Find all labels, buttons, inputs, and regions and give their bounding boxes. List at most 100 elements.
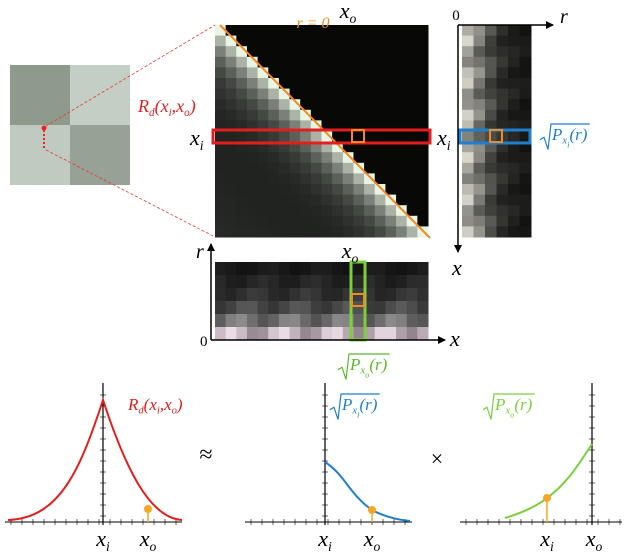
panel-cell: [407, 314, 418, 328]
matrix-cell: [322, 89, 333, 100]
matrix-cell: [311, 131, 322, 142]
matrix-cell: [385, 152, 396, 163]
panel-cell: [508, 184, 520, 195]
panel-cell: [474, 46, 486, 57]
matrix-cell: [300, 216, 311, 227]
panel-cell: [474, 67, 486, 78]
panel-cell: [520, 89, 532, 100]
panel-cell: [462, 173, 474, 184]
matrix-cell: [417, 36, 428, 47]
panel-cell: [485, 57, 497, 68]
panel-cell: [236, 327, 247, 341]
matrix-cell: [364, 195, 375, 206]
matrix-cell: [236, 25, 247, 36]
panel-cell: [226, 275, 237, 289]
panel-cell: [258, 275, 269, 289]
panel-cell: [258, 301, 269, 315]
panel-cell: [268, 314, 279, 328]
panel-cell: [497, 110, 509, 121]
matrix-cell: [247, 89, 258, 100]
formula-part: x: [95, 526, 106, 551]
panel-cell: [215, 301, 226, 315]
panel-cell: [474, 216, 486, 227]
panel-cell: [290, 301, 301, 315]
matrix-cell: [226, 67, 237, 78]
panel-cell: [497, 25, 509, 36]
matrix-cell: [247, 226, 258, 237]
matrix-cell: [215, 216, 226, 227]
formula: Pxi(r): [341, 395, 378, 419]
panel-cell: [300, 262, 311, 276]
panel-cell: [375, 275, 386, 289]
matrix-cell: [353, 89, 364, 100]
matrix-cell: [375, 25, 386, 36]
panel-cell: [520, 78, 532, 89]
matrix-cell: [268, 46, 279, 57]
panel-cell: [462, 25, 474, 36]
matrix-cell: [247, 25, 258, 36]
panel-cell: [520, 67, 532, 78]
panel-cell: [520, 184, 532, 195]
matrix-cell: [226, 99, 237, 110]
panel-cell: [462, 184, 474, 195]
panel-cell: [520, 226, 532, 237]
panel-cell: [462, 46, 474, 57]
panel-cell: [508, 110, 520, 121]
matrix-cell: [311, 184, 322, 195]
matrix-cell: [258, 89, 269, 100]
panel-cell: [268, 327, 279, 341]
panel-cell: [407, 275, 418, 289]
panel-cell: [474, 163, 486, 174]
panel-cell: [375, 314, 386, 328]
panel-cell: [247, 327, 258, 341]
matrix-cell: [385, 36, 396, 47]
formula-part: ): [176, 395, 183, 414]
panel-cell: [508, 89, 520, 100]
matrix-cell: [385, 163, 396, 174]
panel-cell: [332, 327, 343, 341]
matrix-cell: [407, 36, 418, 47]
panel-cell: [215, 262, 226, 276]
matrix-cell: [407, 173, 418, 184]
matrix-cell: [268, 36, 279, 47]
matrix-cell: [375, 57, 386, 68]
formula-part: x: [317, 526, 328, 551]
panel-cell: [520, 25, 532, 36]
matrix-cell: [258, 99, 269, 110]
matrix-cell: [279, 216, 290, 227]
matrix-cell: [322, 184, 333, 195]
panel-cell: [290, 314, 301, 328]
matrix-cell: [290, 216, 301, 227]
panel-cell: [474, 36, 486, 47]
panel-cell: [508, 226, 520, 237]
panel-cell: [407, 301, 418, 315]
panel-cell: [385, 301, 396, 315]
matrix-cell: [396, 67, 407, 78]
panel-cell: [353, 314, 364, 328]
panel-cell: [462, 89, 474, 100]
panel-cell: [485, 184, 497, 195]
panel-cell: [497, 152, 509, 163]
formula-part: o: [595, 539, 602, 554]
formula: xo: [363, 526, 381, 554]
matrix-cell: [353, 195, 364, 206]
matrix-cell: [226, 184, 237, 195]
matrix-cell: [258, 195, 269, 206]
marker-point: [144, 505, 152, 513]
matrix-cell: [215, 36, 226, 47]
formula-part: i: [200, 138, 204, 153]
matrix-cell: [215, 110, 226, 121]
panel-cell: [396, 314, 407, 328]
panel-cell: [332, 262, 343, 276]
panel-cell: [322, 288, 333, 302]
panel-cell: [300, 327, 311, 341]
matrix-cell: [353, 110, 364, 121]
matrix-cell: [385, 205, 396, 216]
matrix-cell: [332, 110, 343, 121]
matrix-cell: [343, 89, 354, 100]
matrix-cell: [311, 78, 322, 89]
panel-cell: [396, 327, 407, 341]
panel-cell: [474, 205, 486, 216]
formula: xi: [189, 125, 204, 153]
formula-part: o: [373, 539, 380, 554]
